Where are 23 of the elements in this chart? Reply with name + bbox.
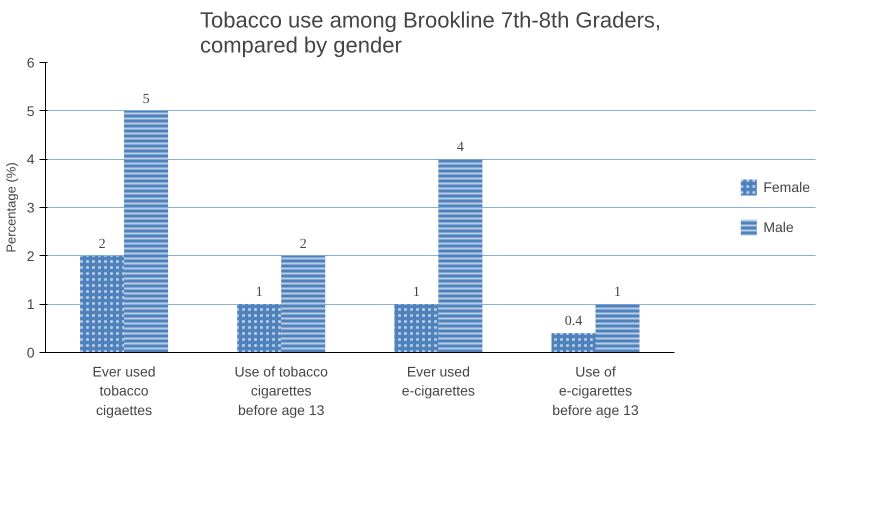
data-label: 2 (98, 236, 106, 252)
data-label: 5 (142, 92, 150, 107)
x-tick-label: Ever used e-cigarettes (402, 364, 475, 399)
chart-title: Tobacco use among Brookline 7th-8th Graders, compared by gender (200, 8, 662, 58)
legend-label: Female (763, 179, 810, 195)
y-tick-label: 1 (26, 296, 35, 312)
data-label: 1 (256, 285, 263, 300)
data-label: 2 (300, 236, 307, 252)
data-label: 1 (614, 285, 621, 300)
data-label: 4 (456, 140, 464, 156)
data-label: 1 (412, 285, 420, 300)
x-tick-label: Ever used tobacco cigaettes (92, 364, 156, 418)
y-axis-title: Percentage (%) (4, 162, 19, 253)
y-tick-label: 2 (26, 248, 35, 264)
y-tick-label: 4 (26, 151, 35, 168)
y-tick-label: 6 (26, 54, 35, 70)
y-tick-label: 0 (26, 344, 35, 360)
y-tick-label: 5 (26, 102, 35, 119)
x-tick-label: Use of tobacco cigarettes before age 13 (234, 364, 328, 418)
x-tick-label: Use of e-cigarettes before age 13 (552, 364, 639, 418)
y-tick-label: 3 (26, 200, 35, 216)
legend-label: Male (763, 219, 794, 235)
data-label: 0.4 (564, 314, 582, 330)
